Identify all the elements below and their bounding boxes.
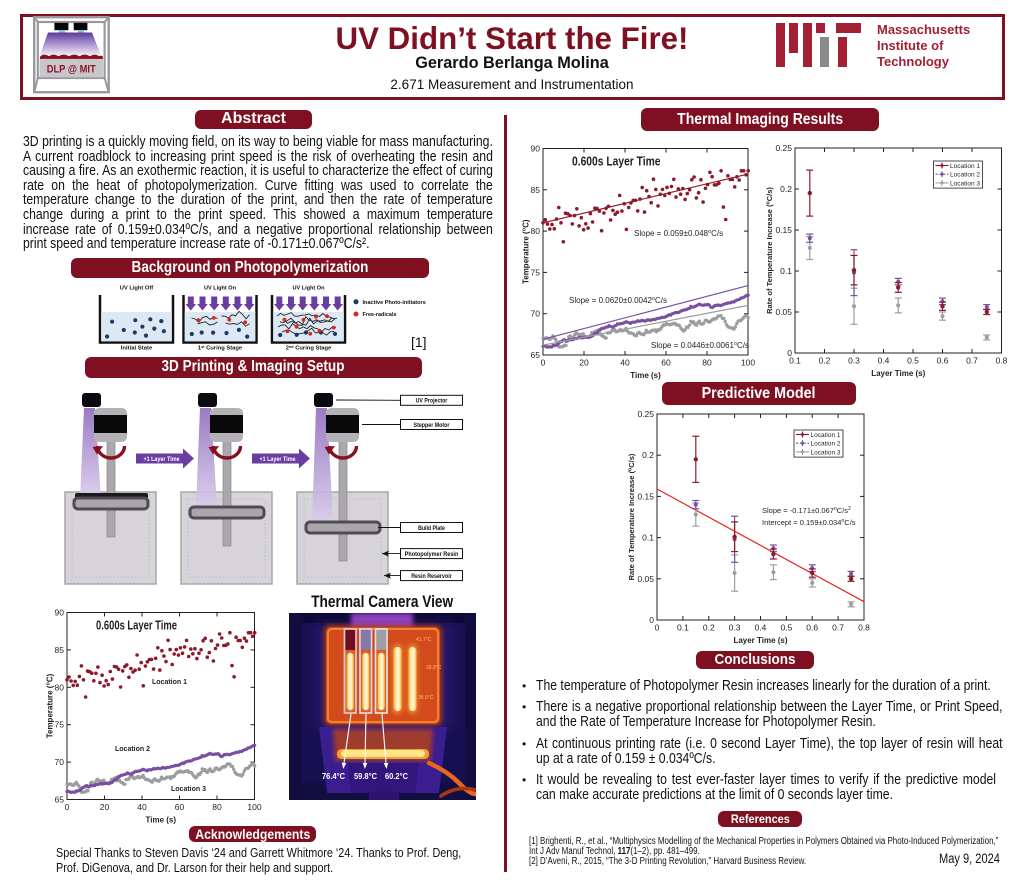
svg-text:38.9°C: 38.9°C	[418, 695, 434, 701]
svg-text:DLP @ MIT: DLP @ MIT	[47, 63, 96, 75]
svg-text:+1 Layer Time: +1 Layer Time	[144, 456, 180, 463]
svg-text:0.600s Layer Time: 0.600s Layer Time	[572, 155, 661, 169]
svg-text:Location 1: Location 1	[152, 679, 187, 686]
svg-text:40: 40	[620, 358, 630, 368]
svg-text:0.05: 0.05	[775, 307, 792, 317]
svg-text:Temperature (oC): Temperature (oC)	[46, 673, 55, 738]
svg-text:0.1: 0.1	[780, 266, 792, 276]
svg-text:0.8: 0.8	[858, 623, 870, 633]
svg-text:Location 3: Location 3	[950, 180, 980, 187]
svg-text:1st Curing Stage: 1st Curing Stage	[198, 345, 243, 352]
svg-text:Location 1: Location 1	[950, 163, 980, 170]
svg-text:UV Light On: UV Light On	[204, 286, 236, 292]
svg-text:80: 80	[212, 802, 222, 812]
svg-text:0.3: 0.3	[848, 356, 860, 366]
svg-text:Layer Time (s): Layer Time (s)	[871, 369, 925, 378]
svg-text:70: 70	[531, 309, 541, 319]
svg-text:0.4: 0.4	[755, 623, 767, 633]
svg-text:0.2: 0.2	[703, 623, 715, 633]
svg-text:65: 65	[531, 350, 541, 360]
svg-text:Location 2: Location 2	[950, 172, 980, 179]
svg-text:UV Projector: UV Projector	[416, 398, 448, 405]
svg-text:Slope = 0.0620±0.0042oC/s: Slope = 0.0620±0.0042oC/s	[569, 296, 667, 305]
svg-text:Location 2: Location 2	[811, 441, 841, 448]
svg-text:20: 20	[100, 802, 110, 812]
svg-text:0.3: 0.3	[729, 623, 741, 633]
svg-text:+1 Layer Time: +1 Layer Time	[260, 456, 296, 463]
svg-text:Free-radicals: Free-radicals	[363, 312, 397, 318]
svg-text:20: 20	[579, 358, 589, 368]
svg-text:2nd Curing Stage: 2nd Curing Stage	[286, 345, 332, 352]
svg-text:0.4: 0.4	[878, 356, 890, 366]
svg-text:0.05: 0.05	[637, 574, 654, 584]
svg-text:0: 0	[787, 348, 792, 358]
svg-text:0: 0	[541, 358, 546, 368]
svg-text:Intercept = 0.159±0.034oC/s: Intercept = 0.159±0.034oC/s	[762, 518, 856, 527]
svg-text:0.15: 0.15	[637, 491, 654, 501]
svg-text:85: 85	[55, 645, 65, 655]
svg-text:Location 1: Location 1	[811, 432, 841, 439]
svg-text:0.1: 0.1	[677, 623, 689, 633]
svg-text:0.5: 0.5	[907, 356, 919, 366]
svg-text:80: 80	[531, 226, 541, 236]
svg-text:Slope = 0.059±0.048oC/s: Slope = 0.059±0.048oC/s	[634, 229, 723, 238]
svg-text:0: 0	[65, 802, 70, 812]
svg-text:59.8°C: 59.8°C	[354, 771, 377, 781]
svg-text:90: 90	[531, 144, 541, 154]
svg-text:100: 100	[741, 358, 755, 368]
svg-text:0.1: 0.1	[789, 356, 801, 366]
svg-text:0.15: 0.15	[775, 225, 792, 235]
svg-text:0.2: 0.2	[642, 450, 654, 460]
svg-text:Build Plate: Build Plate	[418, 525, 445, 532]
svg-text:Slope = 0.0446±0.0061oC/s: Slope = 0.0446±0.0061oC/s	[651, 341, 749, 350]
svg-text:41.7°C: 41.7°C	[416, 637, 432, 643]
svg-text:75: 75	[531, 267, 541, 277]
svg-text:0.25: 0.25	[637, 409, 654, 419]
svg-text:Inactive Photo-initiators: Inactive Photo-initiators	[363, 300, 426, 306]
svg-text:85: 85	[531, 185, 541, 195]
svg-text:0.5: 0.5	[780, 623, 792, 633]
svg-text:90: 90	[55, 608, 65, 618]
svg-text:Rate of Temperature Increase (: Rate of Temperature Increase (oC/s)	[765, 187, 774, 314]
svg-text:Rate of Temperature Increase (: Rate of Temperature Increase (oC/s)	[627, 453, 636, 580]
svg-text:Temperature (oC): Temperature (oC)	[522, 219, 531, 284]
svg-text:Slope = -0.171±0.067oC/s2: Slope = -0.171±0.067oC/s2	[762, 506, 851, 515]
svg-text:0.2: 0.2	[819, 356, 831, 366]
svg-text:0.7: 0.7	[966, 356, 978, 366]
svg-text:Location 3: Location 3	[171, 786, 206, 793]
svg-text:0.8: 0.8	[996, 356, 1008, 366]
svg-text:40: 40	[137, 802, 147, 812]
svg-text:80: 80	[55, 682, 65, 692]
svg-text:75: 75	[55, 720, 65, 730]
svg-text:0.1: 0.1	[642, 533, 654, 543]
svg-text:Layer Time (s): Layer Time (s)	[733, 636, 787, 645]
svg-text:76.4°C: 76.4°C	[322, 771, 345, 781]
svg-text:0.6: 0.6	[937, 356, 949, 366]
svg-text:80: 80	[702, 358, 712, 368]
svg-text:65: 65	[55, 795, 65, 805]
svg-text:0.7: 0.7	[832, 623, 844, 633]
svg-text:Stepper Motor: Stepper Motor	[414, 422, 450, 429]
svg-text:UV Light On: UV Light On	[293, 286, 325, 292]
svg-text:0.25: 0.25	[775, 143, 792, 153]
svg-text:0: 0	[649, 615, 654, 625]
svg-text:39.8°C: 39.8°C	[426, 665, 442, 671]
svg-text:Initial State: Initial State	[121, 346, 153, 352]
svg-text:0: 0	[655, 623, 660, 633]
svg-text:Time (s): Time (s)	[630, 371, 661, 380]
svg-text:Location 2: Location 2	[115, 746, 150, 753]
svg-text:Photopolymer Resin: Photopolymer Resin	[405, 551, 459, 558]
svg-text:Location 3: Location 3	[811, 449, 841, 456]
svg-text:0.6: 0.6	[806, 623, 818, 633]
svg-text:Time (s): Time (s)	[145, 816, 176, 825]
svg-text:60: 60	[661, 358, 671, 368]
svg-text:0.2: 0.2	[780, 184, 792, 194]
svg-text:100: 100	[247, 802, 261, 812]
svg-text:0.600s Layer Time: 0.600s Layer Time	[96, 619, 177, 633]
svg-text:70: 70	[55, 757, 65, 767]
svg-text:UV Light Off: UV Light Off	[120, 286, 153, 292]
svg-text:60.2°C: 60.2°C	[385, 771, 408, 781]
svg-text:60: 60	[175, 802, 185, 812]
svg-text:Resin Reservoir: Resin Reservoir	[411, 573, 452, 580]
